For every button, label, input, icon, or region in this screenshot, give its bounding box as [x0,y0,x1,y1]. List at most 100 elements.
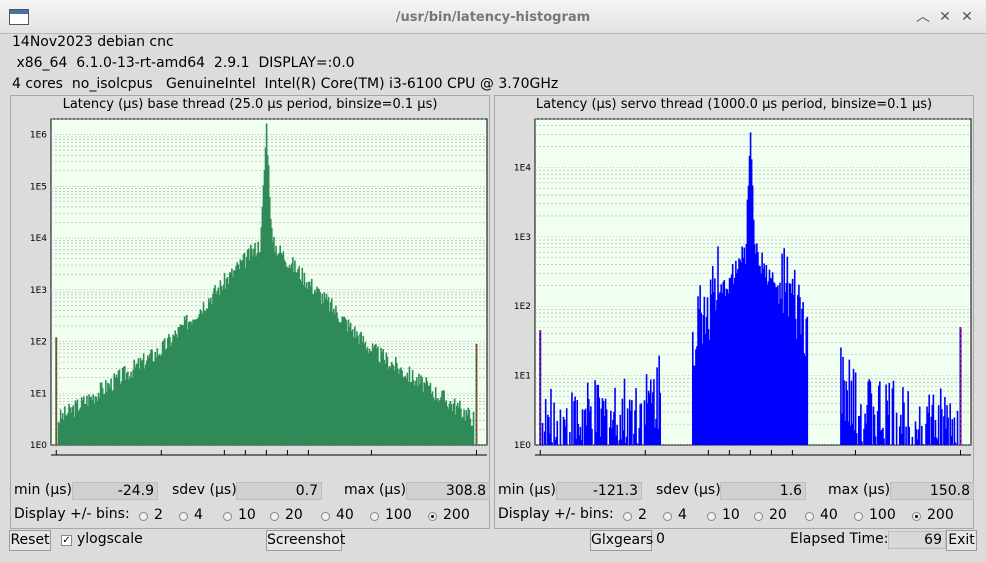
histogram-bar [193,320,195,445]
histogram-bar [406,372,409,445]
servo-bins-option-4: 4 [678,507,687,523]
servo-bins-radio-20[interactable] [754,512,763,521]
histogram-bar [156,348,159,445]
histogram-bar [343,316,346,445]
histogram-bar [949,403,951,445]
histogram-bar [117,370,120,445]
servo-sdev-label: sdev (µs) [656,482,721,498]
histogram-bar [318,289,320,445]
servo-bins-radio-2[interactable] [623,512,632,521]
histogram-bar [748,155,751,445]
servo-bins-radio-40[interactable] [805,512,814,521]
servo-bins-radio-200[interactable] [912,512,921,521]
info-cpu: 4 cores no_isolcpus GenuineIntel Intel(R… [12,76,559,92]
base-sdev-value: 0.7 [236,482,322,500]
histogram-bar [794,318,797,445]
histogram-bar [786,256,789,445]
histogram-bar [704,333,707,445]
base-thread-panel: Latency (µs) base thread (25.0 µs period… [10,95,490,529]
histogram-bar [289,268,292,445]
base-bins-radio-100[interactable] [370,512,379,521]
histogram-bar [751,185,754,445]
base-bins-radio-40[interactable] [321,512,330,521]
histogram-bar [410,381,413,445]
histogram-bar [874,436,877,445]
window-menu-icon[interactable] [9,9,29,25]
histogram-bar [139,357,142,445]
histogram-bar [297,269,299,445]
close-icon[interactable]: ✕ [961,9,973,25]
histogram-bar [370,351,373,445]
histogram-bar [281,254,284,445]
histogram-bar [116,377,119,445]
histogram-bar [359,333,361,445]
histogram-bar [392,365,395,445]
histogram-bar [454,414,457,445]
histogram-bar [137,358,140,445]
base-bins-radio-10[interactable] [223,512,232,521]
histogram-bar [312,293,314,445]
histogram-bar [206,308,209,445]
histogram-bar [195,319,197,445]
histogram-bar [755,253,757,445]
histogram-bar [902,387,904,445]
servo-bins-radio-10[interactable] [707,512,716,521]
servo-bins-radio-4[interactable] [663,512,672,521]
histogram-bar [300,281,303,445]
histogram-bar [599,436,602,445]
servo-bins-radio-100[interactable] [854,512,863,521]
histogram-bar [263,169,266,445]
maximize-icon[interactable]: ✕ [939,9,951,25]
histogram-bar [278,252,280,445]
histogram-bar [88,394,90,445]
histogram-bar [180,324,183,445]
histogram-bar [694,365,696,445]
base-bins-radio-200[interactable] [428,512,437,521]
histogram-bar [121,367,124,445]
histogram-bar [335,305,337,445]
base-bins-radio-2[interactable] [139,512,148,521]
base-bins-radio-4[interactable] [179,512,188,521]
reset-button[interactable]: Reset [9,530,51,551]
histogram-bar [348,326,351,445]
screenshot-button[interactable]: Screenshot [266,530,345,551]
histogram-bar [640,403,643,445]
histogram-bar [770,278,773,445]
histogram-bar [356,331,358,445]
base-bins-radio-20[interactable] [270,512,279,521]
histogram-bar [605,409,608,445]
histogram-bar [173,336,175,445]
histogram-bar [869,381,872,445]
histogram-bar [693,365,695,445]
histogram-bar [581,409,584,445]
histogram-bar [365,349,368,445]
histogram-bar [888,382,891,445]
histogram-bar [240,261,243,445]
histogram-bar [571,392,573,445]
histogram-bar [589,411,591,445]
histogram-bar [284,262,287,445]
glxgears-button[interactable]: Glxgears [590,530,653,551]
histogram-bar [425,377,428,445]
histogram-bar [653,379,655,445]
histogram-bar [387,369,390,445]
histogram-bar [937,405,940,445]
exit-button[interactable]: Exit [946,530,977,551]
histogram-bar [256,253,258,445]
histogram-bar [308,281,311,445]
histogram-bar [619,414,622,445]
histogram-bar [90,396,92,445]
histogram-bar [604,398,607,445]
title-bar[interactable]: /usr/bin/latency-histogram ︿ ✕ ✕ [0,0,986,34]
histogram-bar [649,379,652,445]
histogram-bar [743,247,746,445]
ylogscale-checkbox[interactable]: ✓ [61,535,72,546]
histogram-bar [201,313,204,445]
histogram-bar [659,392,662,445]
histogram-bar [381,352,383,445]
histogram-bar [354,326,356,445]
histogram-bar [198,314,201,445]
histogram-bar [407,381,410,445]
histogram-bar [288,264,291,445]
minimize-icon[interactable]: ︿ [916,9,930,25]
